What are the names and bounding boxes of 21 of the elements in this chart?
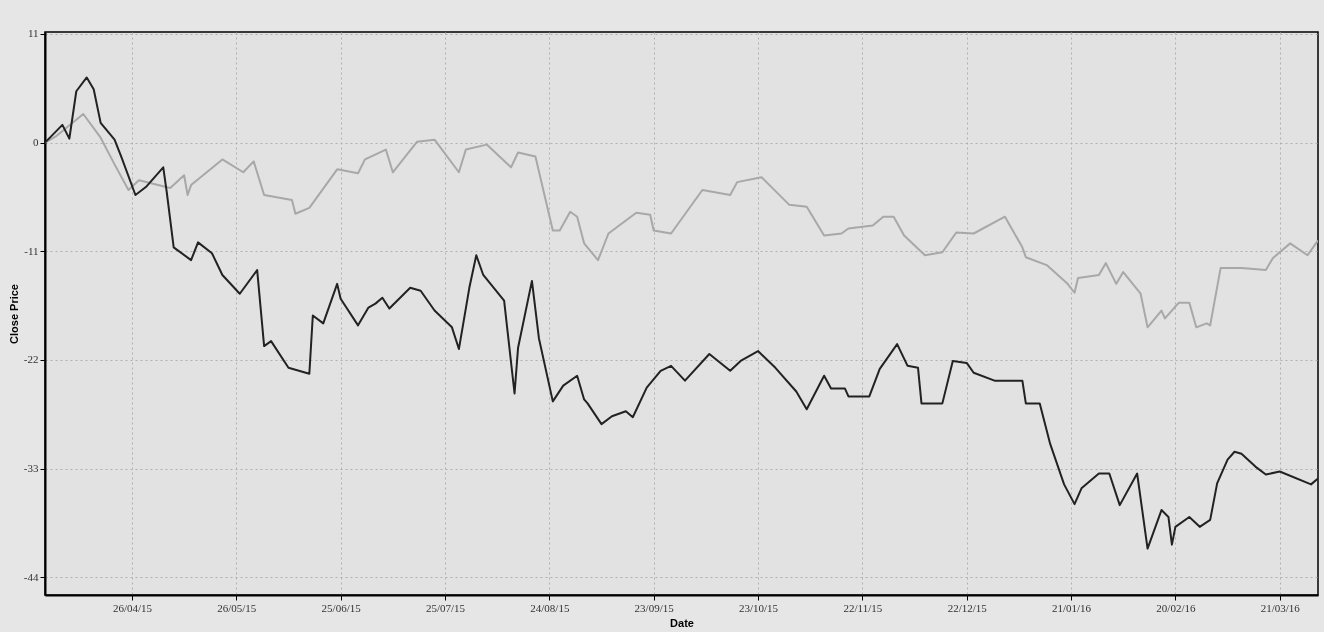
- line-series: [45, 76, 1318, 550]
- x-tick-label: 23/10/15: [738, 601, 779, 614]
- x-tick-label: 25/07/15: [425, 601, 466, 614]
- y-tick-label: -33: [23, 462, 39, 475]
- x-axis-title: Date: [670, 616, 694, 629]
- y-tick-label: -11: [24, 244, 39, 257]
- x-tick-label: 20/02/16: [1156, 601, 1196, 614]
- y-tick-label: -22: [23, 353, 39, 366]
- x-tick-label: 26/05/15: [217, 601, 257, 614]
- y-axis-title: Close Price: [7, 284, 20, 344]
- x-tick-label: 26/04/15: [112, 601, 153, 614]
- x-tick-label: 21/01/16: [1051, 601, 1092, 614]
- x-tick-label: 22/11/15: [843, 601, 883, 614]
- y-tick-label: 11: [27, 27, 39, 40]
- x-tick-label: 24/08/15: [530, 601, 570, 614]
- x-tick-label: 21/03/16: [1260, 601, 1301, 614]
- x-tick-label: 25/06/15: [321, 601, 362, 614]
- x-tick-label: 22/12/15: [947, 601, 988, 614]
- y-tick-label: 0: [33, 136, 39, 149]
- y-tick-label: -44: [23, 570, 39, 583]
- x-tick-label: 23/09/15: [634, 601, 675, 614]
